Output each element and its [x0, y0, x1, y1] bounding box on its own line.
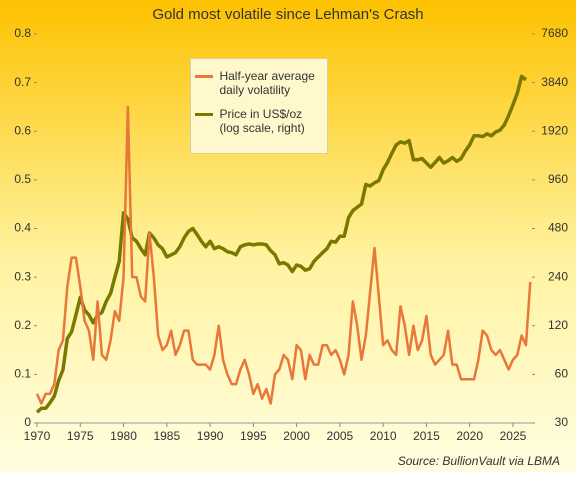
legend-item: Price in US$/oz (log scale, right) [195, 107, 323, 135]
legend: Half-year average daily volatility Price … [190, 58, 329, 154]
legend-label: Half-year average daily volatility [219, 69, 315, 97]
legend-item: Half-year average daily volatility [195, 69, 323, 97]
y-tick-label: 0.5 [14, 172, 31, 186]
y-tick-label: 0.3 [14, 269, 31, 283]
x-tick-label: 2000 [283, 429, 310, 443]
y2-tick-label: 1920 [541, 123, 568, 137]
chart-title: Gold most volatile since Lehman's Crash [152, 6, 423, 23]
x-tick-label: 2025 [500, 429, 527, 443]
x-tick-label: 2020 [456, 429, 483, 443]
legend-swatch [195, 75, 214, 78]
volatility-line [35, 105, 532, 405]
x-tick-label: 1995 [240, 429, 267, 443]
x-tick-label: 1990 [197, 429, 224, 443]
price-line [35, 74, 528, 414]
legend-swatch [195, 113, 214, 116]
legend-label: Price in US$/oz (log scale, right) [219, 107, 305, 135]
x-tick-label: 2010 [370, 429, 397, 443]
y2-tick-label: 60 [555, 367, 569, 381]
y2-tick-label: 7680 [541, 26, 568, 40]
y-tick-label: 0 [24, 415, 31, 429]
x-tick-label: 1985 [153, 429, 180, 443]
x-tick-label: 2015 [413, 429, 440, 443]
y-tick-label: 0.7 [14, 75, 31, 89]
y2-tick-label: 120 [548, 318, 568, 332]
y-tick-label: 0.6 [14, 123, 31, 137]
y-tick-label: 0.4 [14, 221, 31, 235]
x-tick-label: 1970 [24, 429, 51, 443]
y2-tick-label: 480 [548, 221, 568, 235]
x-tick-label: 1975 [67, 429, 94, 443]
x-tick-label: 1980 [110, 429, 137, 443]
y2-tick-label: 960 [548, 172, 568, 186]
y2-tick-label: 3840 [541, 75, 568, 89]
y-tick-label: 0.2 [14, 318, 31, 332]
y-tick-label: 0.8 [14, 26, 31, 40]
y2-tick-label: 30 [555, 415, 569, 429]
x-tick-label: 2005 [327, 429, 354, 443]
y-tick-label: 0.1 [14, 367, 31, 381]
source-note: Source: BullionVault via LBMA [398, 454, 560, 468]
y2-tick-label: 240 [548, 269, 568, 283]
